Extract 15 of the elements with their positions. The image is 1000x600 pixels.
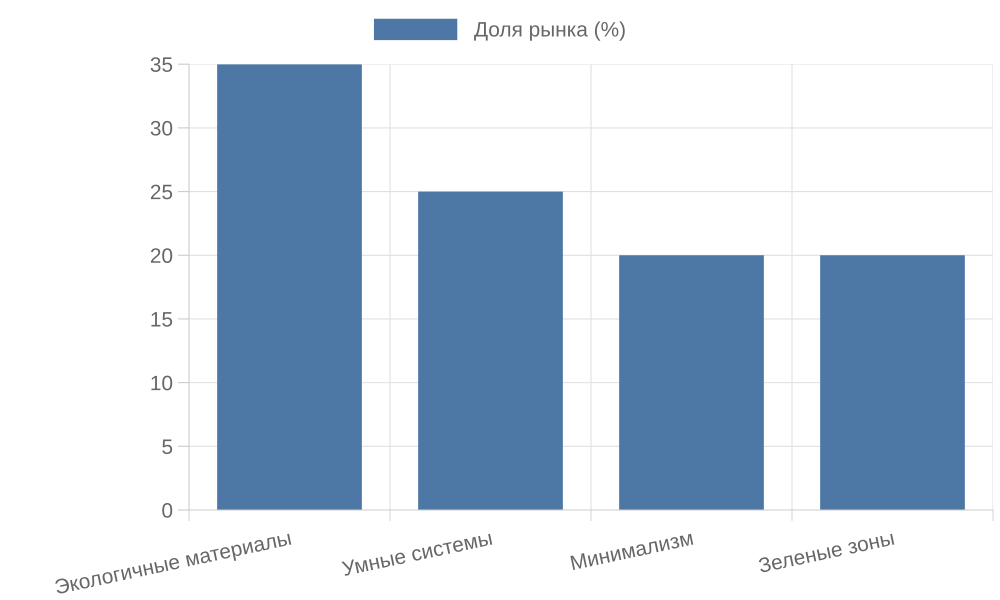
y-tick-label: 25 [150, 184, 172, 200]
x-tick-label: Зеленые зоны [758, 530, 894, 574]
y-tick-label: 10 [151, 376, 172, 390]
x-tick-label: Умные системы [341, 530, 492, 576]
bar [619, 255, 764, 510]
y-tick-label: 30 [150, 120, 172, 136]
bar [820, 255, 965, 510]
y-tick-label: 5 [162, 440, 172, 454]
y-tick-label: 15 [151, 312, 172, 327]
y-tick-label: 20 [150, 248, 172, 264]
y-tick-label: 0 [162, 503, 172, 518]
y-tick-label: 35 [150, 57, 172, 72]
bar [217, 64, 362, 510]
legend-label: Доля рынка (%) [474, 21, 625, 41]
bar [418, 192, 563, 510]
